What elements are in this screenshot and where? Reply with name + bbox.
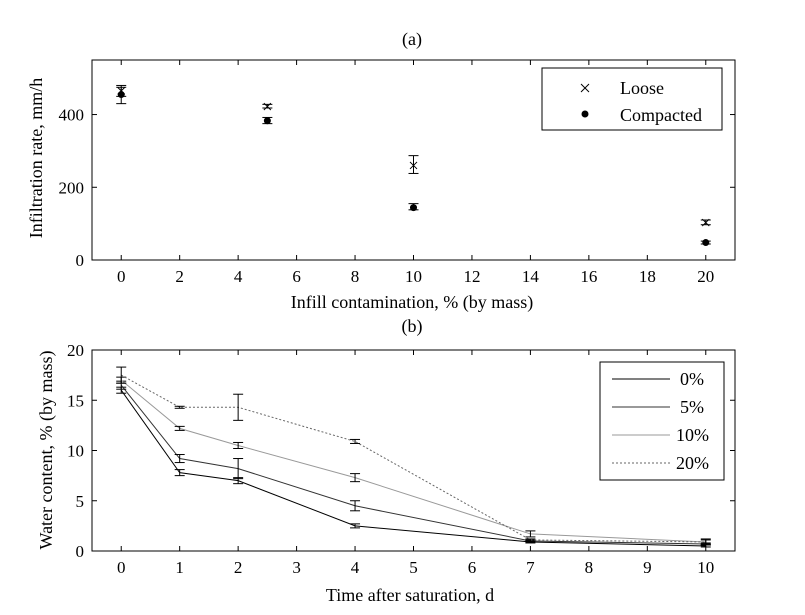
y-tick-label: 0 (76, 251, 85, 270)
error-bar-20pct (233, 393, 244, 421)
data-point-compacted (263, 117, 271, 125)
y-tick-label: 10 (67, 442, 84, 461)
panel-a-title: (a) (402, 29, 422, 50)
x-tick-label: 6 (468, 558, 477, 577)
x-tick-label: 14 (522, 267, 540, 286)
x-tick-label: 1 (175, 558, 184, 577)
panel-a-legend-box (541, 67, 723, 131)
panel-a-legend: Loose Compacted (541, 67, 723, 131)
series-line-0pct (120, 389, 706, 547)
series-line-5pct (120, 384, 706, 545)
error-bar-20pct (350, 438, 361, 444)
panel-a-chart: (a) Infill contamination, % (by mass) In… (26, 29, 736, 313)
panel-b-x-axis-label: Time after saturation, d (326, 585, 494, 605)
series-line-10pct (120, 379, 706, 543)
y-tick-label: 400 (59, 106, 85, 125)
error-bar-0pct (350, 523, 361, 529)
data-point-loose (263, 102, 272, 111)
legend-label-20pct: 20% (676, 453, 709, 473)
x-tick-label: 10 (405, 267, 422, 286)
y-tick-label: 0 (76, 542, 85, 561)
data-point-compacted (702, 239, 710, 247)
panel-b-legend: 0% 5% 10% 20% (599, 361, 725, 481)
error-bar-5pct (233, 458, 244, 480)
panel-a-x-axis-label: Infill contamination, % (by mass) (291, 292, 533, 313)
x-tick-label: 7 (526, 558, 535, 577)
x-tick-label: 16 (580, 267, 597, 286)
data-point-loose (701, 218, 710, 227)
x-tick-label: 4 (234, 267, 243, 286)
error-bar-10pct (350, 473, 361, 483)
data-point-compacted (410, 204, 417, 212)
x-tick-label: 0 (117, 267, 126, 286)
error-bar-10pct (525, 530, 536, 538)
legend-label-10pct: 10% (676, 425, 709, 445)
y-tick-label: 20 (67, 341, 84, 360)
y-tick-label: 15 (67, 391, 84, 410)
x-tick-label: 9 (643, 558, 652, 577)
y-tick-label: 5 (76, 492, 85, 511)
panel-b-legend-box (599, 361, 725, 481)
error-bar-20pct (174, 405, 185, 409)
error-bar-20pct (116, 366, 127, 384)
x-tick-label: 0 (117, 558, 126, 577)
x-tick-label: 8 (351, 267, 360, 286)
error-bar-10pct (174, 425, 185, 431)
error-bar-20pct (525, 538, 536, 542)
x-tick-label: 20 (697, 267, 714, 286)
x-tick-label: 5 (409, 558, 418, 577)
error-bar-10pct (233, 441, 244, 449)
legend-label-0pct: 0% (680, 369, 704, 389)
legend-marker-loose (580, 83, 590, 93)
x-tick-label: 2 (175, 267, 184, 286)
panel-a-y-axis-label: Infiltration rate, mm/h (26, 78, 46, 238)
x-tick-label: 6 (292, 267, 301, 286)
error-bar-0pct (174, 469, 185, 477)
x-tick-label: 2 (234, 558, 243, 577)
y-tick-label: 200 (59, 178, 85, 197)
x-tick-label: 12 (463, 267, 480, 286)
legend-label-loose: Loose (620, 78, 664, 98)
series-line-20pct (120, 374, 706, 543)
panel-b-y-axis-label: Water content, % (by mass) (36, 351, 57, 550)
panel-b-chart: (b) Time after saturation, d Water conte… (36, 316, 736, 605)
error-bar-5pct (174, 454, 185, 464)
error-bar-5pct (350, 500, 361, 512)
x-tick-label: 3 (292, 558, 301, 577)
legend-label-compacted: Compacted (620, 105, 702, 125)
x-tick-label: 4 (351, 558, 360, 577)
x-tick-label: 8 (585, 558, 594, 577)
x-tick-label: 18 (639, 267, 656, 286)
x-tick-label: 10 (697, 558, 714, 577)
data-point-loose (409, 161, 418, 170)
data-point-compacted (117, 91, 125, 99)
panel-b-title: (b) (402, 316, 423, 337)
error-bar-20pct (700, 538, 711, 546)
legend-label-5pct: 5% (680, 397, 704, 417)
error-bar-loose (408, 155, 419, 174)
legend-marker-compacted (581, 110, 589, 118)
